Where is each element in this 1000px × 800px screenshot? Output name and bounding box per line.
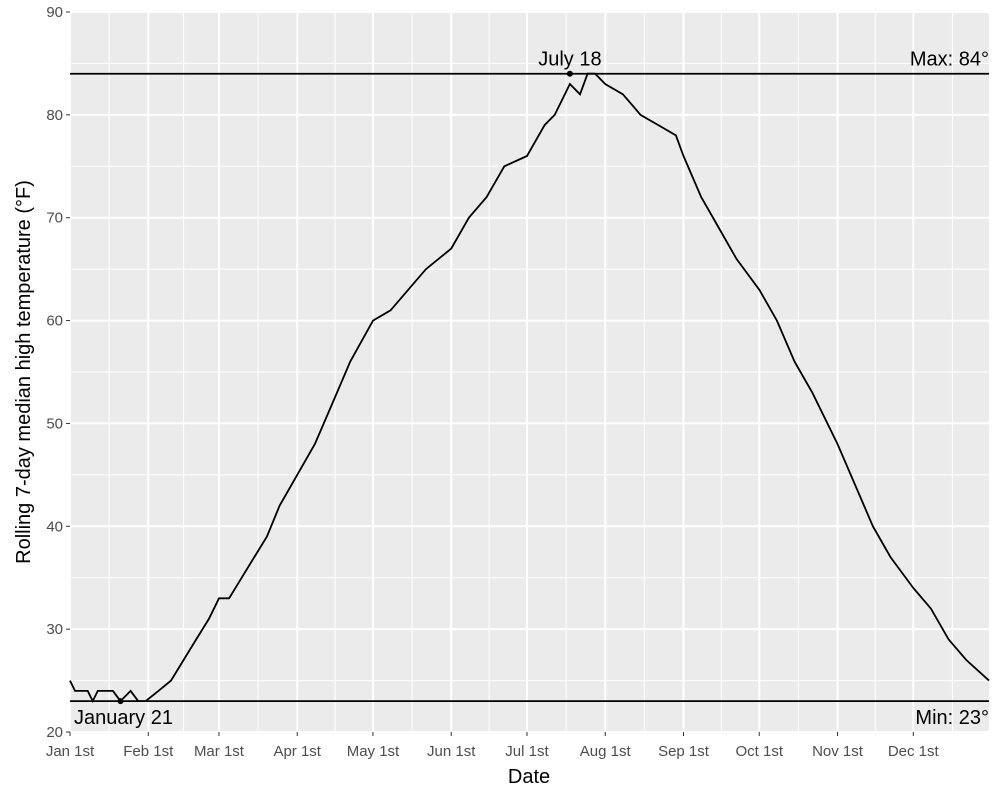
min-date-label: January 21 bbox=[74, 707, 173, 729]
x-tick-label: Jun 1st bbox=[427, 743, 476, 760]
y-tick-label: 40 bbox=[46, 518, 63, 535]
y-axis: 20 30 40 50 60 70 80 90 bbox=[46, 4, 70, 741]
y-tick-label: 80 bbox=[46, 107, 63, 124]
x-axis-title: Date bbox=[508, 766, 550, 788]
reference-lines bbox=[70, 72, 989, 703]
max-label: Max: 84° bbox=[910, 49, 989, 71]
x-tick-label: Aug 1st bbox=[580, 743, 632, 760]
y-tick-label: 50 bbox=[46, 415, 63, 432]
x-tick-label: Jan 1st bbox=[46, 743, 95, 760]
x-tick-label: Dec 1st bbox=[888, 743, 940, 760]
x-tick-label: Oct 1st bbox=[735, 743, 783, 760]
max-date-label: July 18 bbox=[538, 49, 601, 71]
y-tick-label: 90 bbox=[46, 4, 63, 21]
x-tick-label: Apr 1st bbox=[273, 743, 321, 760]
annotations: Max: 84° Min: 23° July 18 January 21 bbox=[74, 49, 989, 729]
x-tick-label: Nov 1st bbox=[812, 743, 864, 760]
x-tick-label: Mar 1st bbox=[194, 743, 245, 760]
y-tick-label: 30 bbox=[46, 621, 63, 638]
minor-gridlines bbox=[70, 12, 989, 732]
y-tick-label: 60 bbox=[46, 313, 63, 330]
x-axis: Jan 1st Feb 1st Mar 1st Apr 1st May 1st Jun 1… bbox=[46, 732, 940, 760]
min-point bbox=[117, 698, 124, 705]
y-tick-label: 20 bbox=[46, 724, 63, 741]
major-gridlines bbox=[69, 11, 989, 733]
x-tick-label: May 1st bbox=[347, 743, 400, 760]
min-label: Min: 23° bbox=[915, 707, 989, 729]
temperature-series-line bbox=[69, 72, 990, 704]
x-tick-label: Jul 1st bbox=[505, 743, 549, 760]
x-tick-label: Sep 1st bbox=[658, 743, 710, 760]
y-axis-title: Rolling 7-day median high temperature (°… bbox=[13, 180, 35, 564]
extreme-points bbox=[117, 70, 573, 705]
x-tick-label: Feb 1st bbox=[123, 743, 174, 760]
max-point bbox=[566, 70, 573, 77]
y-tick-label: 70 bbox=[46, 210, 63, 227]
